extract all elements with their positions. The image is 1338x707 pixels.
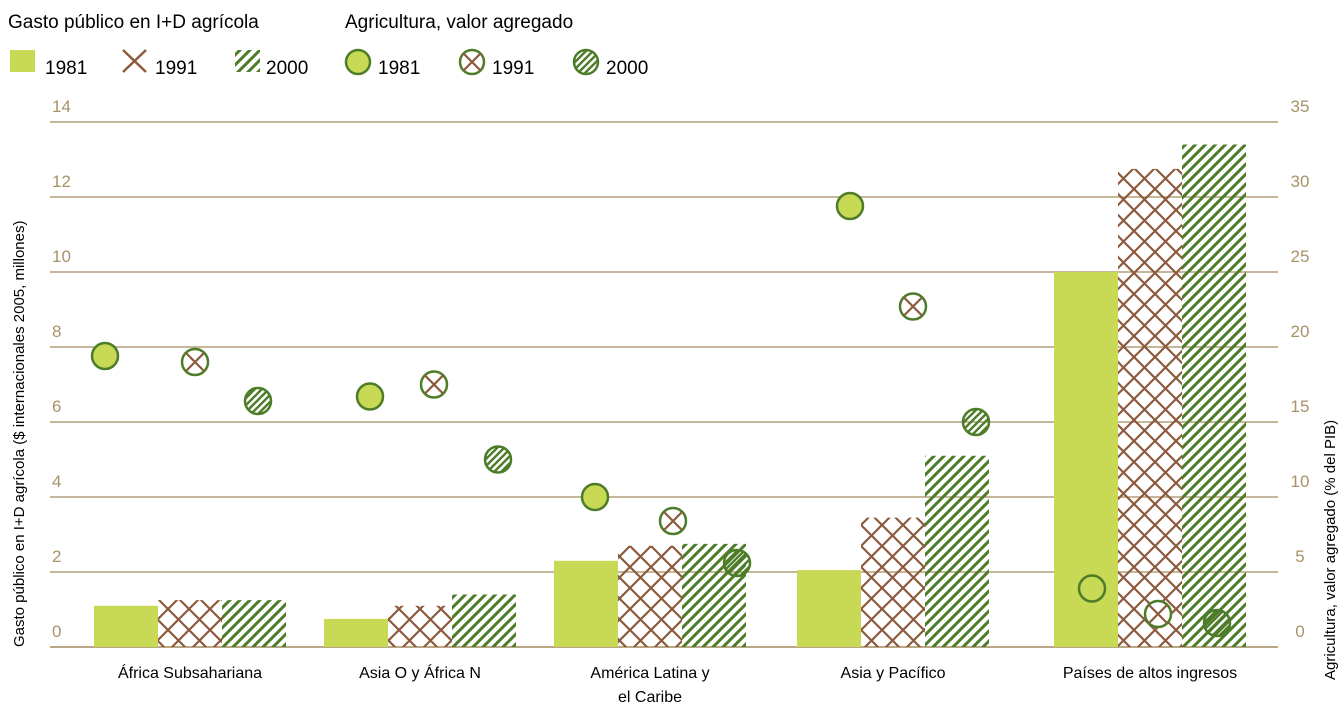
y-axis-title-left: Gasto público en I+D agrícola ($ interna… (11, 221, 28, 648)
legend: Gasto público en I+D agrícola Agricultur… (8, 12, 648, 79)
bar-2000 (222, 600, 286, 647)
legend-label-bar-1981: 1981 (45, 58, 87, 79)
tick-labels: 0 2 4 6 8 10 12 14 0 5 10 15 20 25 30 35 (52, 97, 1309, 641)
bar-1991 (1118, 168, 1182, 647)
legend-title-bars: Gasto público en I+D agrícola (8, 12, 259, 33)
bar-1981 (324, 618, 388, 647)
y-tick-label-right: 35 (1291, 97, 1310, 116)
category-labels: África Subsahariana Asia O y África N Amér… (118, 663, 1237, 706)
y-axis-title-right: Agricultura, valor agregado (% del PIB) (1322, 420, 1338, 680)
y-tick-label-left: 0 (52, 622, 61, 641)
legend-swatch-dot-1991 (458, 48, 486, 76)
y-tick-label-left: 4 (52, 472, 61, 491)
points (90, 191, 1232, 638)
legend-label-dot-1991: 1991 (492, 58, 534, 79)
legend-swatch-bar-2000 (235, 50, 260, 72)
legend-label-dot-1981: 1981 (378, 58, 420, 79)
y-tick-label-left: 8 (52, 322, 61, 341)
y-tick-label-left: 14 (52, 97, 71, 116)
bar-1991 (861, 517, 925, 647)
bar-2000 (452, 594, 516, 647)
category-label: América Latina y (590, 665, 709, 682)
point-1981 (835, 191, 865, 221)
legend-swatch-dot-1981 (344, 48, 372, 76)
point-1991 (1143, 599, 1173, 629)
point-1991 (658, 506, 688, 536)
legend-swatch-bar-1991 (122, 49, 147, 73)
bar-1991 (158, 600, 222, 647)
bar-1991 (388, 605, 452, 647)
point-2000 (722, 548, 752, 578)
legend-swatch-dot-2000 (572, 48, 600, 76)
y-tick-label-right: 15 (1291, 397, 1310, 416)
bars (94, 144, 1246, 647)
bar-2000 (1182, 144, 1246, 647)
category-label: Asia O y África N (359, 663, 481, 682)
bar-1981 (797, 570, 861, 647)
legend-label-bar-2000: 2000 (266, 58, 308, 79)
point-2000 (243, 386, 273, 416)
y-tick-label-right: 25 (1291, 247, 1310, 266)
point-1981 (1077, 574, 1107, 603)
point-1981 (90, 341, 120, 371)
y-tick-label-right: 0 (1295, 622, 1304, 641)
point-1991 (180, 347, 210, 377)
bar-1981 (94, 605, 158, 647)
category-label: Países de altos ingresos (1063, 665, 1237, 682)
point-1981 (580, 482, 610, 512)
bar-1981 (554, 560, 618, 647)
point-1991 (419, 370, 449, 399)
y-tick-label-left: 2 (52, 547, 61, 566)
y-tick-label-left: 10 (52, 247, 71, 266)
point-1991 (898, 292, 928, 321)
category-label: el Caribe (618, 689, 682, 706)
y-tick-label-left: 6 (52, 397, 61, 416)
legend-label-dot-2000: 2000 (606, 58, 648, 79)
point-2000 (1202, 608, 1232, 638)
y-tick-label-right: 10 (1291, 472, 1310, 491)
category-label: África Subsahariana (118, 663, 262, 682)
y-tick-label-right: 20 (1291, 322, 1310, 341)
bar-1991 (618, 545, 682, 647)
category-label: Asia y Pacífico (841, 665, 946, 682)
legend-title-dots: Agricultura, valor agregado (345, 12, 573, 33)
bar-2000 (925, 455, 989, 647)
y-tick-label-right: 30 (1291, 172, 1310, 191)
legend-swatch-bar-1981 (10, 50, 35, 72)
point-2000 (961, 407, 991, 437)
y-tick-label-right: 5 (1295, 547, 1304, 566)
y-tick-label-left: 12 (52, 172, 71, 191)
point-2000 (483, 445, 513, 474)
legend-label-bar-1991: 1991 (155, 58, 197, 79)
point-1981 (355, 382, 385, 411)
